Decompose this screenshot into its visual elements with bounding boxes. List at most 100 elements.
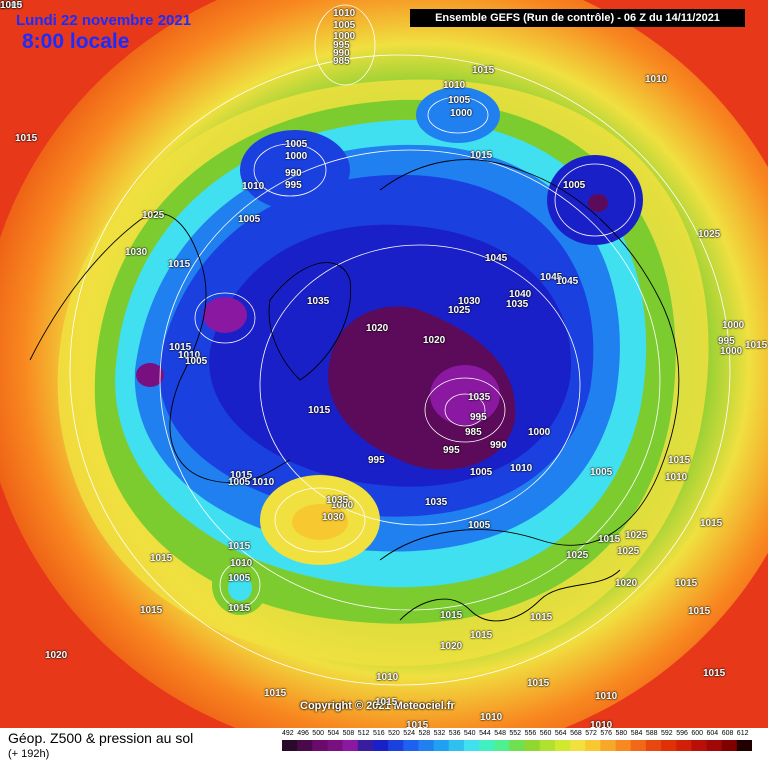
pressure-label: 1010 xyxy=(595,691,618,702)
pressure-label: 1040 xyxy=(509,289,532,300)
scale-swatch xyxy=(433,740,450,751)
pressure-label: 995 xyxy=(443,445,460,456)
pressure-label: 1020 xyxy=(366,323,389,334)
scale-swatch xyxy=(706,740,723,751)
purple-core-east xyxy=(430,365,500,425)
atlantic-ridge-core xyxy=(292,504,348,540)
isobar-low-east xyxy=(424,377,506,443)
isobar-ridge xyxy=(274,487,366,553)
pressure-label: 1030 xyxy=(458,296,481,307)
isobar-bering xyxy=(314,4,376,86)
scale-swatch xyxy=(585,740,601,751)
pressure-label: 1000 xyxy=(331,500,354,511)
siberia-low-core xyxy=(588,194,608,212)
pressure-label: 1025 xyxy=(698,229,721,240)
pressure-label: 1035 xyxy=(307,296,330,307)
scale-swatch xyxy=(388,740,404,751)
pressure-label: 1020 xyxy=(45,650,68,661)
scale-tick-label: 556 xyxy=(524,730,537,737)
scale-tick-label: 520 xyxy=(388,730,400,737)
pressure-label: 995 xyxy=(718,336,735,347)
pressure-label: 1015 xyxy=(688,606,711,617)
pressure-label: 985 xyxy=(333,56,350,67)
model-run-info: Ensemble GEFS (Run de contrôle) - 06 Z d… xyxy=(410,9,745,27)
pressure-label: 1010 xyxy=(252,477,275,488)
isobar-ring-1 xyxy=(69,54,731,686)
scale-tick-label: 584 xyxy=(630,730,643,737)
pressure-label: 1010 xyxy=(480,712,503,723)
scale-tick-label: 596 xyxy=(676,730,688,737)
pressure-label: 1015 xyxy=(228,603,251,614)
pressure-label: 1010 xyxy=(230,558,253,569)
scale-tick-label: 500 xyxy=(312,730,324,737)
pressure-label: 995 xyxy=(470,412,487,423)
scale-swatch xyxy=(539,740,556,751)
scale-tick-label: 608 xyxy=(721,730,734,737)
pressure-label: 1015 xyxy=(675,578,698,589)
pressure-label: 1035 xyxy=(506,299,529,310)
legend-footer: Géop. Z500 & pression au sol (+ 192h) 49… xyxy=(0,728,768,768)
scale-swatch xyxy=(570,740,586,751)
scale-swatch xyxy=(479,740,495,751)
pressure-label: 1015 xyxy=(745,340,768,351)
scale-tick-label: 516 xyxy=(373,730,385,737)
pressure-label: 1010 xyxy=(376,672,399,683)
pressure-label: 1015 xyxy=(700,518,723,529)
pressure-label: 1045 xyxy=(540,272,563,283)
pressure-label: 1010 xyxy=(590,720,613,731)
pressure-label: 1000 xyxy=(722,320,745,331)
pressure-label: 1005 xyxy=(228,477,251,488)
scale-tick-label: 504 xyxy=(327,730,340,737)
pressure-label: 1015 xyxy=(0,0,23,11)
pacific-low xyxy=(416,87,500,143)
pressure-label: 1015 xyxy=(230,470,253,481)
scale-swatch xyxy=(463,740,480,751)
forecast-map xyxy=(0,0,768,728)
cutoff-low-core xyxy=(228,575,252,601)
color-scale-bar xyxy=(282,740,752,751)
scale-swatch xyxy=(721,740,738,751)
pressure-label: 1015 xyxy=(168,259,191,270)
scale-swatch xyxy=(282,740,298,751)
pressure-label: 1005 xyxy=(285,139,308,150)
isobar-aleutian xyxy=(253,143,327,197)
pressure-label: 1020 xyxy=(615,578,638,589)
coastline-north-america xyxy=(29,213,291,484)
scale-swatch xyxy=(554,740,571,751)
scale-swatch xyxy=(600,740,617,751)
scale-swatch xyxy=(615,740,632,751)
pressure-label: 1015 xyxy=(598,534,621,545)
scale-swatch xyxy=(645,740,662,751)
pressure-label: 1000 xyxy=(450,108,473,119)
isobar-ring-2 xyxy=(159,149,661,611)
scale-tick-label: 524 xyxy=(403,730,415,737)
scale-swatch xyxy=(736,740,752,751)
pressure-label: 1010 xyxy=(645,74,668,85)
scale-swatch xyxy=(342,740,359,751)
pressure-label: 1025 xyxy=(566,550,589,561)
pressure-label: 1010 xyxy=(333,8,356,19)
scale-tick-label: 540 xyxy=(463,730,476,737)
pressure-label: 1030 xyxy=(322,512,345,523)
pressure-label: 1005 xyxy=(333,20,356,31)
pressure-label: 1005 xyxy=(470,467,493,478)
isobar-cutoff xyxy=(219,562,261,608)
scale-tick-label: 552 xyxy=(509,730,522,737)
scale-swatch xyxy=(312,740,328,751)
scale-swatch xyxy=(691,740,708,751)
color-scale-ticks: 492 496 500 504 508 512 516 520 524 528 532 536 540 5… xyxy=(282,730,752,740)
pressure-label: 1010 xyxy=(510,463,533,474)
pressure-label: 1010 xyxy=(665,472,688,483)
scale-tick-label: 600 xyxy=(691,730,704,737)
pressure-label: 1005 xyxy=(185,356,208,367)
pressure-label: 1015 xyxy=(530,612,553,623)
pressure-label: 1000 xyxy=(285,151,308,162)
pressure-label: 1010 xyxy=(443,80,466,91)
scale-swatch xyxy=(297,740,313,751)
pressure-label: 1015 xyxy=(169,342,192,353)
product-title: Géop. Z500 & pression au sol xyxy=(8,730,194,746)
pressure-label: 1015 xyxy=(264,688,287,699)
pressure-label: 1015 xyxy=(308,405,331,416)
pressure-label: 1025 xyxy=(448,305,471,316)
pressure-label: 1035 xyxy=(468,392,491,403)
